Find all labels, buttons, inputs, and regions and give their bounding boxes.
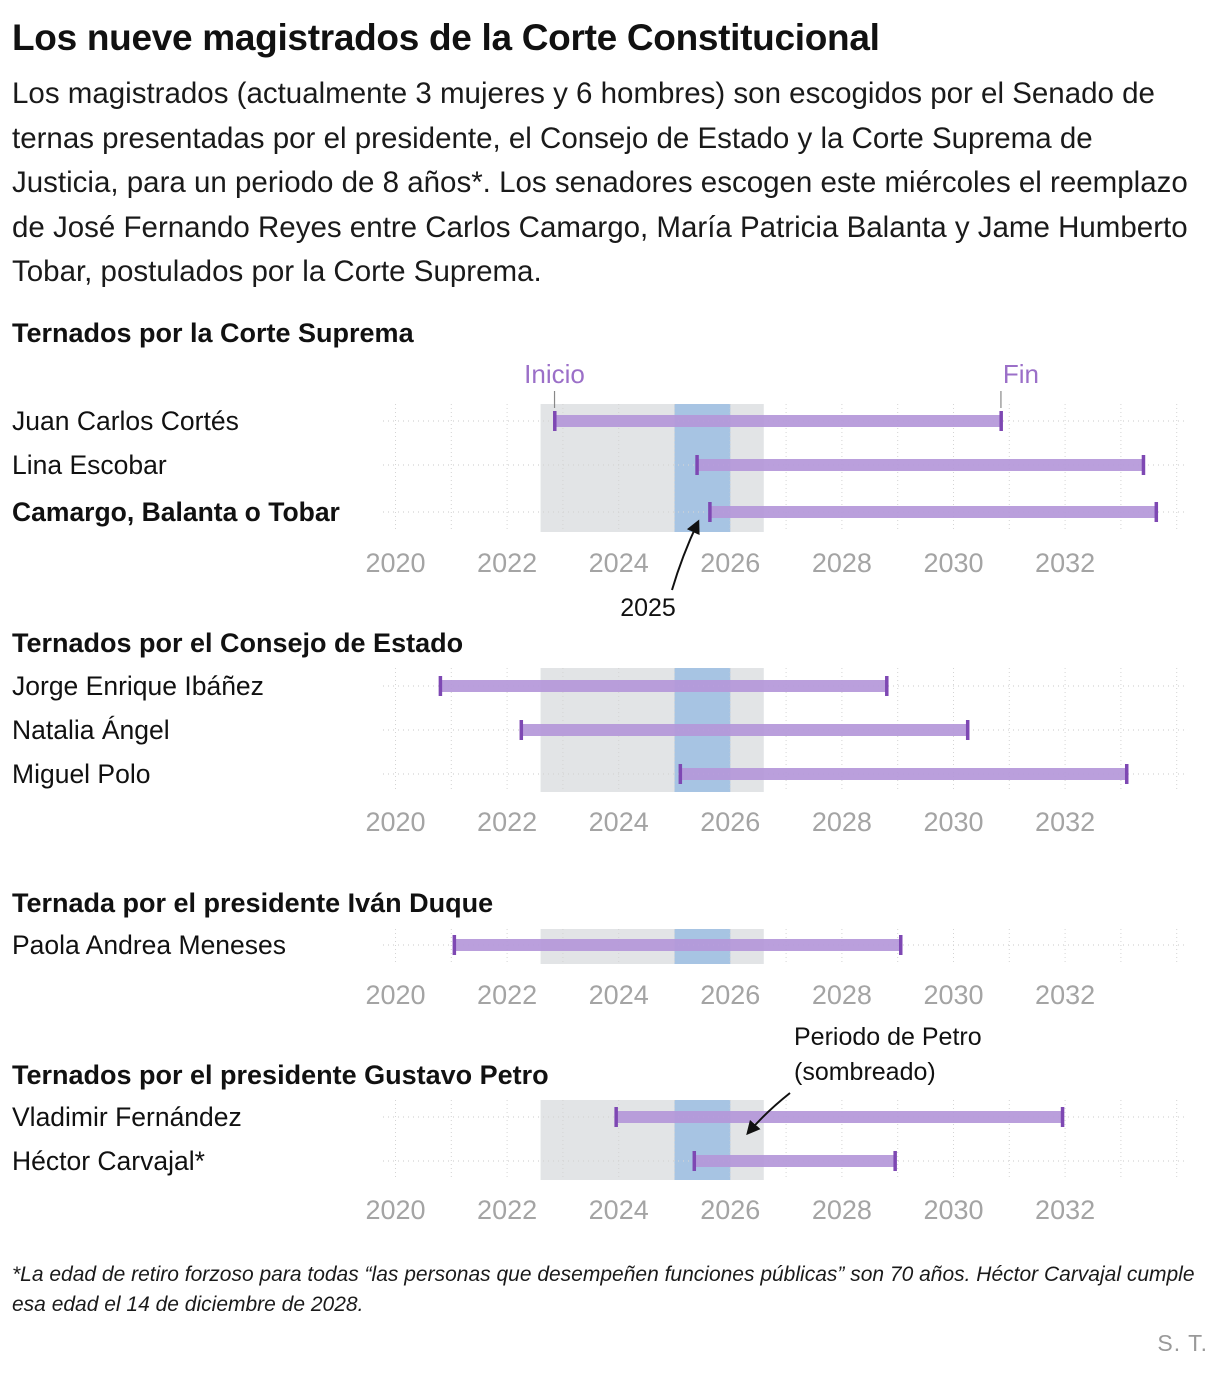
x-tick-label: 2028: [812, 548, 872, 578]
inicio-label: Inicio: [524, 359, 585, 389]
x-tick-label: 2022: [477, 980, 537, 1010]
term-end-cap: [885, 676, 889, 696]
x-tick-label: 2022: [477, 807, 537, 837]
x-tick-label: 2024: [589, 1195, 649, 1225]
term-bar: [440, 680, 887, 692]
term-bar: [615, 1111, 1063, 1123]
term-start-cap: [708, 502, 712, 522]
x-tick-label: 2032: [1035, 807, 1095, 837]
x-tick-label: 2028: [812, 807, 872, 837]
term-start-cap: [452, 935, 457, 955]
magistrate-name: Vladimir Fernández: [12, 1102, 242, 1132]
x-tick-label: 2020: [365, 1195, 425, 1225]
term-start-cap: [614, 1107, 618, 1127]
term-end-cap: [1154, 502, 1159, 522]
term-start-cap: [438, 676, 443, 696]
term-bar: [696, 459, 1144, 471]
section-title: Ternados por el presidente Gustavo Petro: [12, 1060, 549, 1090]
magistrate-name: Camargo, Balanta o Tobar: [12, 497, 340, 527]
x-tick-label: 2030: [923, 1195, 983, 1225]
year-2025-label: 2025: [620, 594, 676, 622]
magistrate-name: Jorge Enrique Ibáñez: [12, 671, 264, 701]
x-tick-label: 2020: [365, 807, 425, 837]
term-bar: [454, 939, 901, 951]
term-start-cap: [695, 455, 699, 475]
term-bar: [521, 724, 968, 736]
term-end-cap: [1124, 764, 1129, 784]
year-2025-arrow: [671, 519, 700, 591]
x-tick-label: 2024: [589, 807, 649, 837]
chart-subtitle: Los magistrados (actualmente 3 mujeres y…: [12, 77, 1188, 289]
magistrate-name: Miguel Polo: [12, 759, 150, 789]
x-tick-label: 2032: [1035, 980, 1095, 1010]
magistrate-name: Héctor Carvajal*: [12, 1146, 205, 1176]
footnote: *La edad de retiro forzoso para todas “l…: [12, 1263, 1195, 1316]
term-end-cap: [898, 935, 903, 955]
x-tick-label: 2028: [812, 1195, 872, 1225]
term-end-cap: [1060, 1107, 1065, 1127]
x-tick-label: 2026: [700, 980, 760, 1010]
x-tick-label: 2022: [477, 548, 537, 578]
section-title: Ternados por el Consejo de Estado: [12, 628, 463, 658]
x-tick-label: 2032: [1035, 1195, 1095, 1225]
term-bar: [694, 1155, 895, 1167]
x-tick-label: 2028: [812, 980, 872, 1010]
credit: S. T.: [1157, 1330, 1208, 1356]
x-tick-label: 2032: [1035, 548, 1095, 578]
x-tick-label: 2024: [589, 980, 649, 1010]
petro-note-line2: (sombreado): [794, 1058, 936, 1086]
x-tick-label: 2020: [365, 980, 425, 1010]
x-tick-label: 2026: [700, 807, 760, 837]
x-tick-label: 2020: [365, 548, 425, 578]
term-start-cap: [519, 720, 524, 740]
chart-title: Los nueve magistrados de la Corte Consti…: [12, 17, 880, 58]
term-bar: [680, 768, 1127, 780]
term-start-cap: [553, 411, 557, 431]
x-tick-label: 2024: [589, 548, 649, 578]
petro-note-arrow: [746, 1092, 791, 1136]
term-bar: [709, 506, 1157, 518]
term-start-cap: [678, 764, 683, 784]
x-tick-label: 2030: [923, 548, 983, 578]
magistrate-name: Paola Andrea Meneses: [12, 930, 286, 960]
fin-label: Fin: [1003, 359, 1039, 389]
x-tick-label: 2022: [477, 1195, 537, 1225]
term-end-cap: [1141, 455, 1146, 475]
section-title: Ternados por la Corte Suprema: [12, 318, 415, 348]
x-tick-label: 2030: [923, 980, 983, 1010]
x-tick-label: 2030: [923, 807, 983, 837]
section-title: Ternada por el presidente Iván Duque: [12, 888, 493, 918]
x-tick-label: 2026: [700, 548, 760, 578]
term-end-cap: [965, 720, 970, 740]
magistrate-name: Natalia Ángel: [12, 715, 170, 745]
magistrate-name: Lina Escobar: [12, 450, 167, 480]
term-end-cap: [999, 411, 1003, 431]
term-end-cap: [893, 1151, 897, 1171]
petro-note-line1: Periodo de Petro: [794, 1023, 982, 1051]
term-start-cap: [692, 1151, 697, 1171]
magistrate-name: Juan Carlos Cortés: [12, 406, 239, 436]
x-tick-label: 2026: [700, 1195, 760, 1225]
term-bar: [554, 415, 1001, 427]
